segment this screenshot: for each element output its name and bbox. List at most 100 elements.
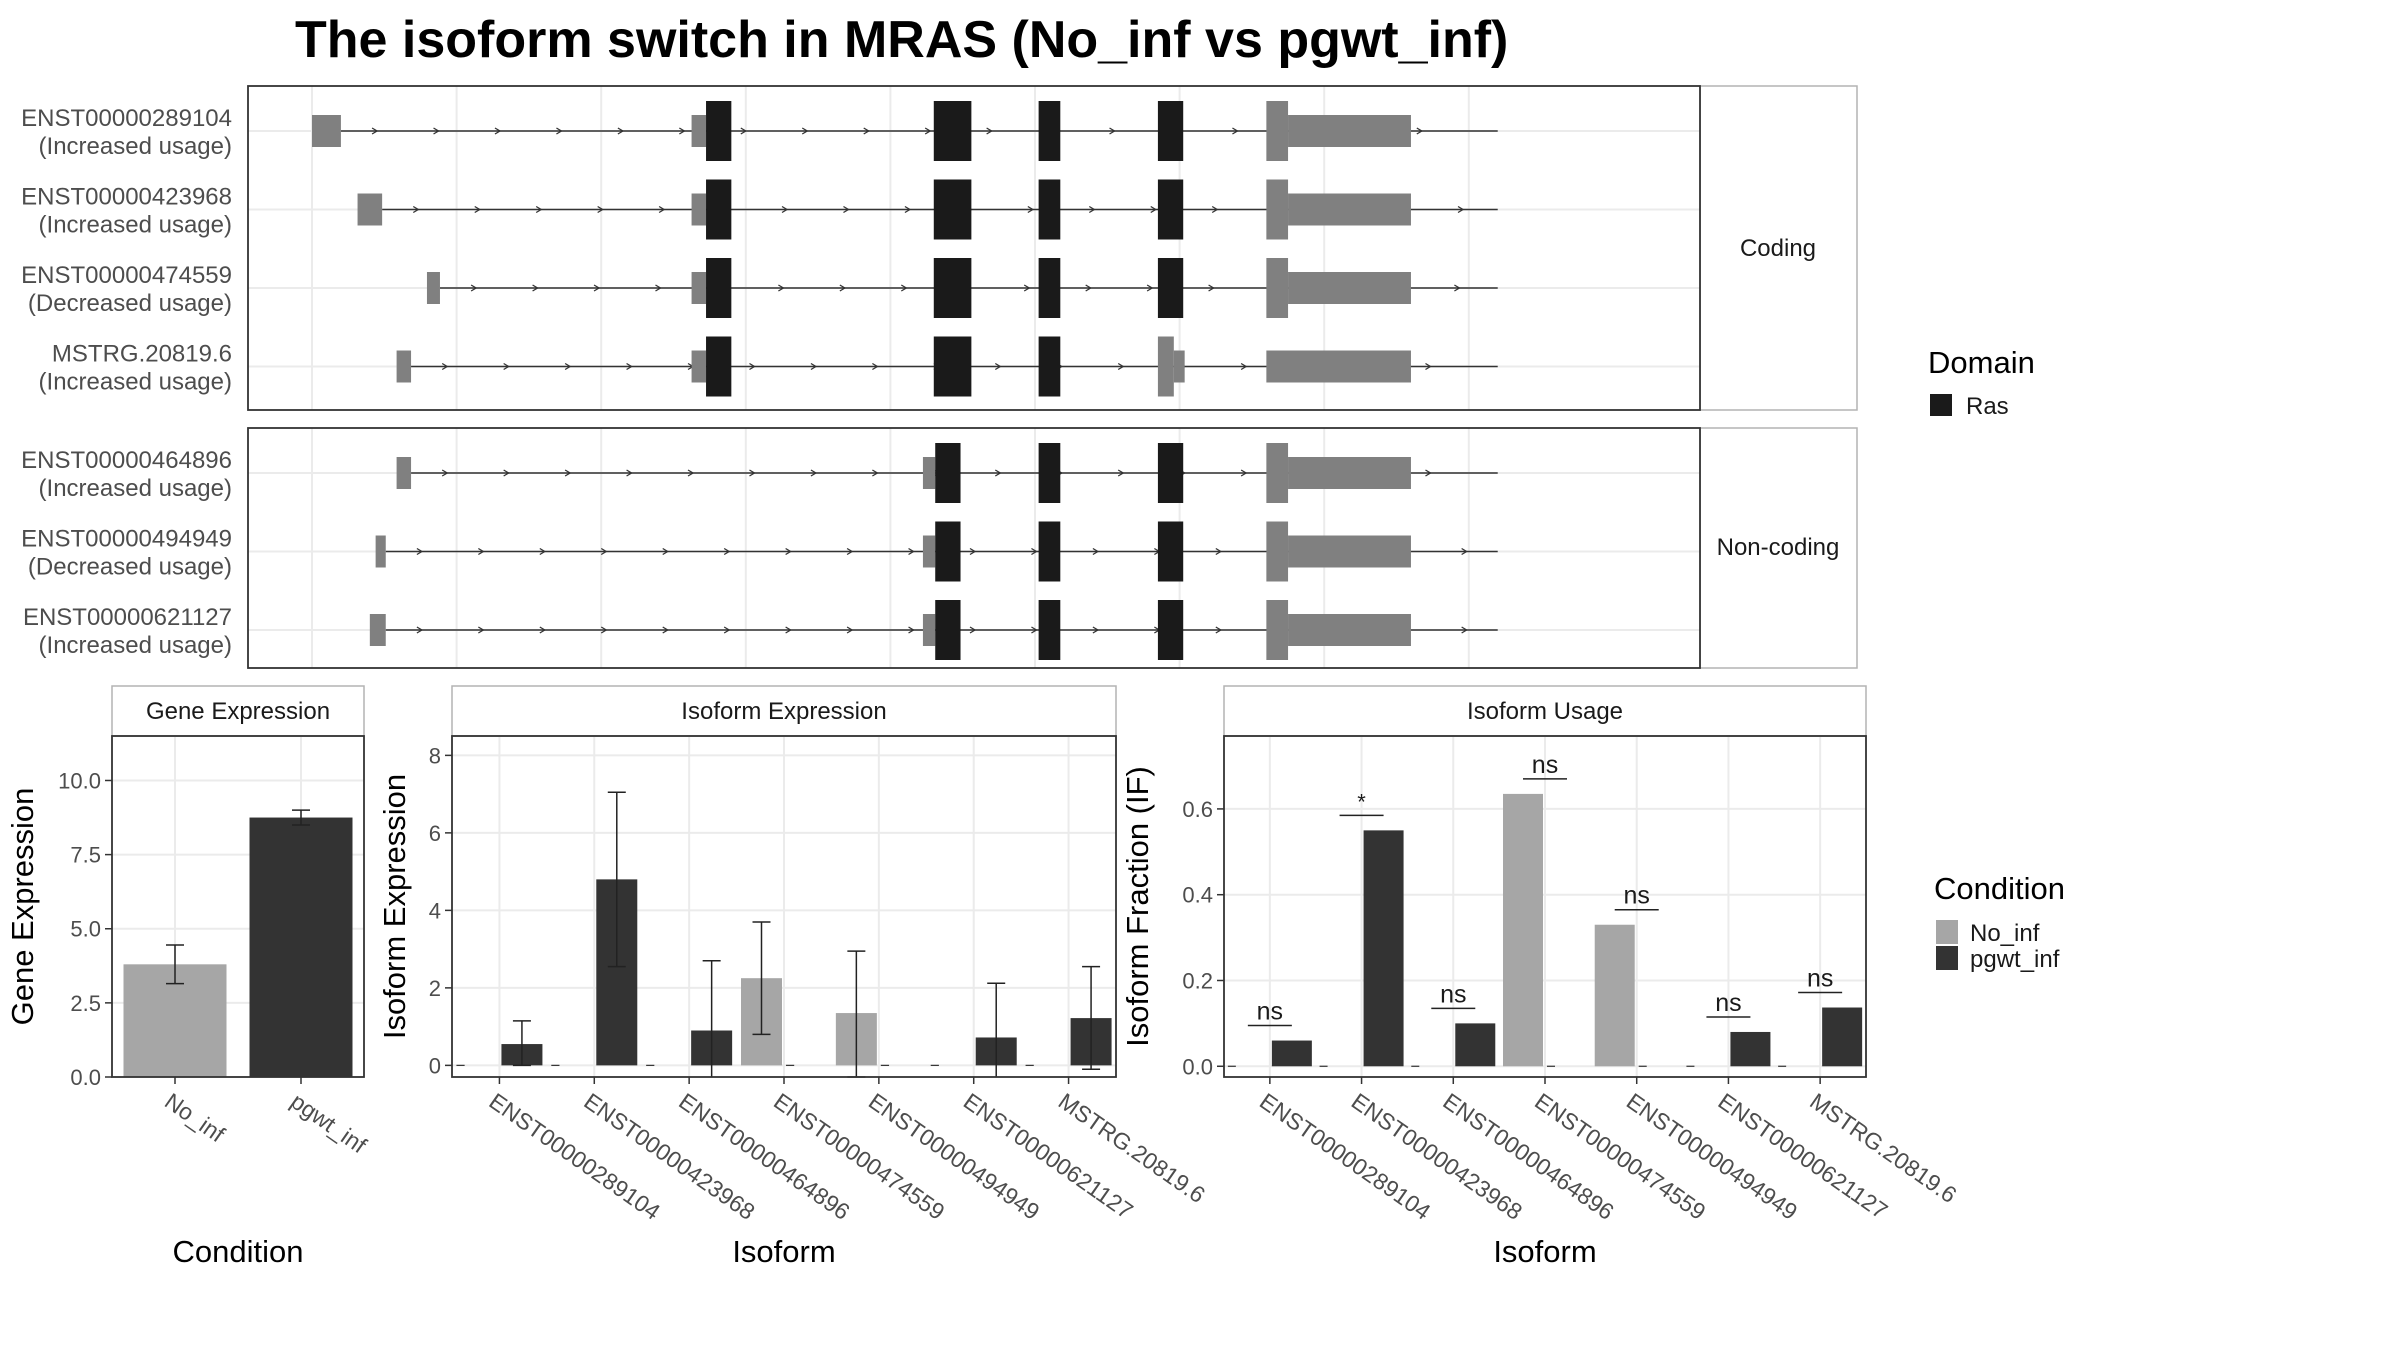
strand-arrow bbox=[1457, 205, 1465, 214]
strand-arrow bbox=[872, 362, 879, 371]
strand-arrow bbox=[564, 362, 572, 371]
strand-arrow bbox=[740, 127, 748, 135]
significance-label: * bbox=[1357, 789, 1366, 814]
ras-domain-exon bbox=[933, 336, 972, 397]
ras-domain-exon bbox=[706, 179, 732, 240]
strand-arrow bbox=[470, 284, 478, 292]
strand-arrow bbox=[846, 626, 854, 634]
strand-arrow bbox=[810, 469, 818, 477]
strand-arrow bbox=[662, 626, 669, 634]
utr-exon bbox=[691, 350, 707, 383]
strand-arrow bbox=[474, 205, 481, 214]
condition-legend-swatch-pgwt-inf bbox=[1936, 946, 1958, 970]
strand-arrow bbox=[872, 469, 879, 477]
domain-legend: Domain Ras bbox=[1928, 345, 2035, 420]
condition-legend-label-pgwt-inf: pgwt_inf bbox=[1970, 946, 2060, 973]
x-tick-label: ENST00000289104 bbox=[1255, 1088, 1436, 1225]
strand-arrow bbox=[801, 127, 809, 135]
x-tick-label: ENST00000621127 bbox=[959, 1088, 1138, 1224]
transcript-usage-label: (Increased usage) bbox=[39, 212, 232, 239]
isoform-expression-chart: Isoform Expression02468ENST00000289104EN… bbox=[377, 685, 1210, 1269]
strand-arrow bbox=[1461, 626, 1468, 634]
strand-arrow bbox=[503, 469, 510, 477]
strand-arrow bbox=[749, 469, 756, 477]
panel-frame bbox=[247, 85, 1701, 411]
x-tick-label: ENST00000423968 bbox=[1347, 1088, 1527, 1225]
utr-exon bbox=[1266, 101, 1289, 161]
strand-arrow bbox=[494, 127, 502, 135]
facet-strip bbox=[111, 685, 365, 737]
y-tick-label: 2 bbox=[429, 976, 441, 1001]
strand-arrow bbox=[908, 547, 915, 556]
y-tick-label: 0.2 bbox=[1182, 968, 1213, 993]
strand-arrow bbox=[839, 284, 847, 292]
strand-arrow bbox=[863, 127, 870, 135]
x-tick-label: ENST00000494949 bbox=[1622, 1088, 1802, 1225]
transcript-id-label: ENST00000289104 bbox=[21, 105, 232, 132]
utr-exon bbox=[1266, 600, 1289, 660]
utr-exon bbox=[396, 457, 412, 489]
condition-legend: Condition No_inf pgwt_inf bbox=[1934, 871, 2065, 973]
ras-domain-exon bbox=[1038, 101, 1061, 161]
strand-arrow bbox=[1461, 547, 1468, 556]
transcript-id-label: ENST00000464896 bbox=[21, 447, 232, 474]
ras-domain-exon bbox=[935, 443, 961, 503]
transcript-id-label: ENST00000494949 bbox=[21, 526, 232, 553]
coding-panel bbox=[247, 85, 1858, 411]
strand-arrow bbox=[539, 547, 547, 556]
strand-arrow bbox=[785, 626, 792, 634]
isoform-usage-chart: Isoform Usage 0.0 0.2 0.4 0.6 ns * ns ns ns ns ns EN… bbox=[1120, 685, 1962, 1269]
strand-arrow bbox=[532, 284, 539, 292]
y-tick-label: 4 bbox=[429, 898, 441, 923]
x-tick-label: pgwt_inf bbox=[286, 1088, 372, 1159]
strand-arrow bbox=[1232, 127, 1239, 135]
utr-exon bbox=[426, 272, 440, 304]
strand-arrow bbox=[781, 205, 789, 214]
ras-domain-exon bbox=[933, 258, 972, 318]
strand-arrow bbox=[1085, 284, 1092, 292]
strand-arrow bbox=[1117, 469, 1125, 477]
strand-arrow bbox=[1031, 547, 1038, 556]
strand-arrow bbox=[662, 547, 669, 556]
strand-arrow bbox=[626, 362, 633, 371]
ras-domain-exon bbox=[706, 101, 732, 161]
x-tick-label: MSTRG.20819.6 bbox=[1805, 1088, 1961, 1208]
strand-arrow bbox=[564, 469, 572, 477]
utr-exon bbox=[357, 193, 383, 226]
strand-arrow bbox=[597, 205, 604, 214]
x-tick-label: No_inf bbox=[160, 1088, 230, 1148]
condition-legend-label-no-inf: No_inf bbox=[1970, 920, 2040, 947]
x-tick-label: ENST00000464896 bbox=[674, 1088, 854, 1225]
utr-exon bbox=[312, 115, 341, 147]
panel-strip bbox=[1699, 427, 1858, 669]
facet-strip-title: Isoform Expression bbox=[681, 698, 886, 725]
strand-arrow bbox=[416, 547, 424, 556]
strand-arrow bbox=[1454, 284, 1461, 292]
plot-frame bbox=[111, 735, 365, 1078]
significance-label: ns bbox=[1715, 989, 1741, 1017]
strand-arrow bbox=[843, 205, 850, 214]
ras-domain-exon bbox=[1038, 258, 1061, 318]
strand-arrow bbox=[900, 284, 908, 292]
x-axis-title: Condition bbox=[173, 1234, 304, 1269]
strand-arrow bbox=[1240, 362, 1248, 371]
utr-exon bbox=[691, 115, 707, 147]
bar bbox=[249, 817, 353, 1077]
facet-strip bbox=[451, 685, 1117, 737]
significance-label: ns bbox=[1807, 965, 1833, 993]
strand-arrow bbox=[441, 362, 449, 371]
ras-domain-exon bbox=[706, 336, 732, 397]
strand-arrow bbox=[1425, 362, 1432, 371]
transcript-id-label: ENST00000423968 bbox=[21, 184, 232, 211]
strand-arrow bbox=[723, 547, 731, 556]
x-tick-label: ENST00000474559 bbox=[769, 1088, 949, 1225]
strand-arrow bbox=[1023, 284, 1031, 292]
y-tick-label: 0.6 bbox=[1182, 797, 1213, 822]
ras-domain-exon bbox=[1038, 521, 1061, 582]
strand-arrow bbox=[503, 362, 510, 371]
strand-arrow bbox=[1027, 205, 1035, 214]
strand-arrow bbox=[1109, 127, 1116, 135]
strand-arrow bbox=[1031, 626, 1038, 634]
y-tick-label: 8 bbox=[429, 743, 441, 768]
